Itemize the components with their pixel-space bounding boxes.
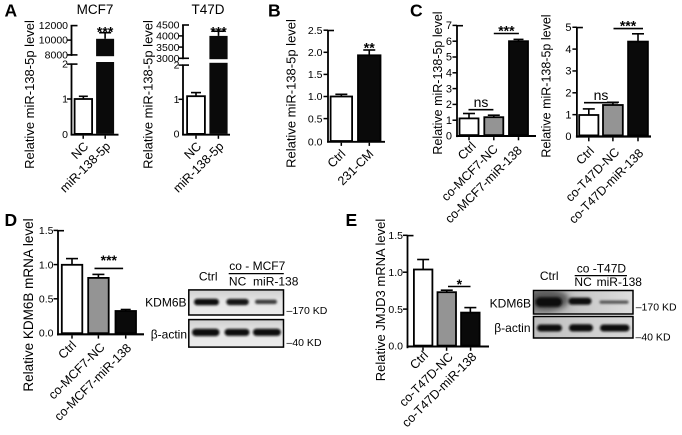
svg-text:Relative miR-138-5p level: Relative miR-138-5p level xyxy=(540,14,554,157)
svg-text:Relative miR-138-5p level: Relative miR-138-5p level xyxy=(22,20,37,169)
svg-text:1: 1 xyxy=(565,109,571,121)
svg-text:0: 0 xyxy=(446,131,452,143)
svg-text:B: B xyxy=(268,1,281,21)
svg-text:–40 KD: –40 KD xyxy=(287,337,322,349)
svg-text:0.0: 0.0 xyxy=(388,341,403,353)
svg-text:0: 0 xyxy=(174,129,180,141)
svg-text:1.5: 1.5 xyxy=(308,69,323,81)
svg-text:0.0: 0.0 xyxy=(308,136,323,148)
svg-text:***: *** xyxy=(210,23,227,39)
svg-text:NC: NC xyxy=(574,275,592,289)
svg-text:5: 5 xyxy=(565,22,571,34)
svg-text:1: 1 xyxy=(174,94,180,106)
svg-text:3: 3 xyxy=(565,66,571,78)
svg-text:T47D: T47D xyxy=(191,2,224,17)
svg-text:0.5: 0.5 xyxy=(388,304,403,316)
svg-text:1.5: 1.5 xyxy=(39,225,54,237)
svg-text:2: 2 xyxy=(446,99,452,111)
svg-text:**: ** xyxy=(364,40,375,56)
svg-text:KDM6B: KDM6B xyxy=(145,295,186,309)
svg-text:1.0: 1.0 xyxy=(39,259,54,271)
svg-text:*: * xyxy=(457,276,463,292)
svg-text:4: 4 xyxy=(565,44,571,56)
svg-text:D: D xyxy=(5,210,18,230)
svg-text:MCF7: MCF7 xyxy=(77,2,114,17)
svg-text:1.0: 1.0 xyxy=(308,91,323,103)
svg-text:β-actin: β-actin xyxy=(494,321,530,335)
svg-text:Relative JMJD3 mRNA level: Relative JMJD3 mRNA level xyxy=(373,219,388,382)
svg-text:–170 KD: –170 KD xyxy=(636,302,677,314)
svg-text:4500: 4500 xyxy=(156,19,180,31)
svg-text:NC: NC xyxy=(229,275,247,289)
svg-text:4: 4 xyxy=(446,68,452,80)
svg-text:3000: 3000 xyxy=(156,53,180,65)
svg-text:1: 1 xyxy=(62,94,68,106)
svg-text:1.5: 1.5 xyxy=(388,230,403,242)
svg-text:***: *** xyxy=(620,18,637,34)
svg-text:miR-138: miR-138 xyxy=(253,275,299,289)
svg-text:ns: ns xyxy=(594,87,609,103)
svg-text:2.5: 2.5 xyxy=(308,25,323,37)
svg-text:10000: 10000 xyxy=(39,35,68,47)
svg-text:3500: 3500 xyxy=(156,42,180,54)
svg-text:2: 2 xyxy=(62,59,68,71)
svg-text:5: 5 xyxy=(446,52,452,64)
svg-text:co -T47D: co -T47D xyxy=(577,261,627,275)
svg-text:KDM6B: KDM6B xyxy=(490,296,531,310)
svg-text:Relative KDM6B mRNA level: Relative KDM6B mRNA level xyxy=(21,218,36,391)
svg-text:***: *** xyxy=(101,252,118,268)
svg-text:0: 0 xyxy=(565,131,571,143)
svg-text:Ctrl: Ctrl xyxy=(540,269,559,283)
svg-text:***: *** xyxy=(498,22,515,38)
svg-text:co - MCF7: co - MCF7 xyxy=(229,259,285,273)
svg-text:β-actin: β-actin xyxy=(151,328,187,342)
svg-text:2: 2 xyxy=(565,88,571,100)
svg-text:2: 2 xyxy=(174,60,180,72)
svg-text:2.0: 2.0 xyxy=(308,47,323,59)
svg-text:C: C xyxy=(410,1,423,21)
svg-text:0.5: 0.5 xyxy=(39,294,54,306)
svg-text:–170 KD: –170 KD xyxy=(287,305,328,317)
svg-text:0.5: 0.5 xyxy=(308,113,323,125)
svg-text:–40 KD: –40 KD xyxy=(636,331,671,343)
svg-text:4000: 4000 xyxy=(156,31,180,43)
svg-text:7: 7 xyxy=(446,20,452,32)
svg-text:ns: ns xyxy=(474,94,489,110)
svg-text:1.0: 1.0 xyxy=(388,267,403,279)
svg-text:E: E xyxy=(346,210,358,230)
svg-text:Relative miR-138-5p level: Relative miR-138-5p level xyxy=(140,20,155,169)
svg-text:8000: 8000 xyxy=(45,49,69,61)
svg-text:Relative miR-138-5p level: Relative miR-138-5p level xyxy=(283,19,298,168)
svg-text:0.0: 0.0 xyxy=(39,328,54,340)
svg-text:1: 1 xyxy=(446,115,452,127)
svg-text:0: 0 xyxy=(62,129,68,141)
svg-text:6: 6 xyxy=(446,36,452,48)
svg-text:Relative miR-138-5p level: Relative miR-138-5p level xyxy=(431,11,445,154)
svg-text:Ctrl: Ctrl xyxy=(199,270,218,284)
svg-text:miR-138: miR-138 xyxy=(597,275,643,289)
svg-text:A: A xyxy=(5,1,18,21)
svg-text:***: *** xyxy=(97,23,114,39)
svg-text:3: 3 xyxy=(446,83,452,95)
svg-text:12000: 12000 xyxy=(39,20,68,32)
